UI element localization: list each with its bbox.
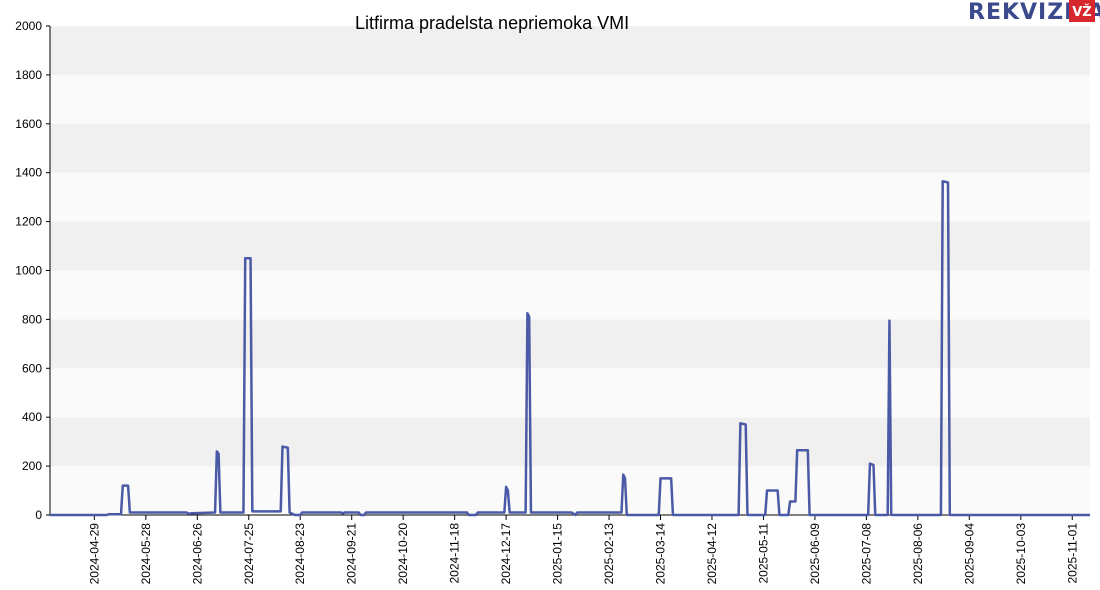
x-tick-label: 2025-04-12 <box>705 523 719 585</box>
x-tick-label: 2025-07-08 <box>859 523 873 585</box>
x-tick-label: 2024-12-17 <box>499 523 513 585</box>
brand-badge-text: VŽ <box>1072 4 1092 20</box>
x-tick-label: 2024-11-18 <box>448 523 462 584</box>
y-tick-label: 1600 <box>15 117 42 131</box>
grid-bands <box>50 26 1090 515</box>
y-tick-label: 200 <box>22 459 42 473</box>
y-tick-label: 1800 <box>15 68 42 82</box>
x-tick-label: 2024-09-21 <box>345 523 359 585</box>
x-tick-label: 2025-06-09 <box>808 523 822 585</box>
grid-band <box>50 123 1090 173</box>
grid-band <box>50 74 1090 124</box>
y-tick-label: 400 <box>22 410 42 424</box>
grid-band <box>50 319 1090 369</box>
brand-logo: REKVIZITAI VŽ <box>968 0 1100 25</box>
x-tick-label: 2025-01-15 <box>551 523 565 585</box>
x-tick-label: 2024-07-25 <box>242 523 256 585</box>
x-tick-label: 2024-08-23 <box>293 523 307 585</box>
grid-band <box>50 270 1090 320</box>
grid-band <box>50 26 1090 75</box>
series-group <box>50 180 1090 517</box>
x-tick-label: 2025-03-14 <box>654 523 668 585</box>
x-tick-label: 2024-04-29 <box>87 523 101 585</box>
y-tick-label: 800 <box>22 312 42 326</box>
x-tick-label: 2025-05-11 <box>756 523 770 584</box>
x-tick-label: 2025-08-06 <box>911 523 925 585</box>
y-tick-label: 600 <box>22 361 42 375</box>
x-tick-label: 2024-05-28 <box>139 523 153 585</box>
y-tick-label: 1400 <box>15 166 42 180</box>
grid-band <box>50 417 1090 467</box>
x-tick-label: 2024-10-20 <box>396 523 410 585</box>
grid-band <box>50 221 1090 271</box>
y-tick-label: 2000 <box>15 19 42 33</box>
x-tick-label: 2025-02-13 <box>602 523 616 585</box>
x-tick-label: 2024-06-26 <box>190 523 204 585</box>
y-axis-ticks: 0 200 400 600 800 1000 1200 1400 1600 1800 2000 <box>15 19 50 522</box>
y-tick-label: 1200 <box>15 215 42 229</box>
grid-band <box>50 368 1090 418</box>
y-tick-label: 0 <box>35 508 42 522</box>
brand-badge <box>1069 0 1095 22</box>
chart-title: Litfirma pradelsta nepriemoka VMI <box>355 13 629 33</box>
y-tick-label: 1000 <box>15 264 42 278</box>
x-tick-label: 2025-10-03 <box>1014 523 1028 585</box>
x-tick-label: 2025-11-01 <box>1065 523 1079 584</box>
series-line <box>50 180 1090 517</box>
x-tick-label: 2025-09-04 <box>962 523 976 585</box>
grid-band <box>50 466 1090 515</box>
x-axis-ticks: 2024-04-29 2024-05-28 2024-06-26 2024-07-25… <box>87 515 1079 584</box>
grid-band <box>50 172 1090 222</box>
